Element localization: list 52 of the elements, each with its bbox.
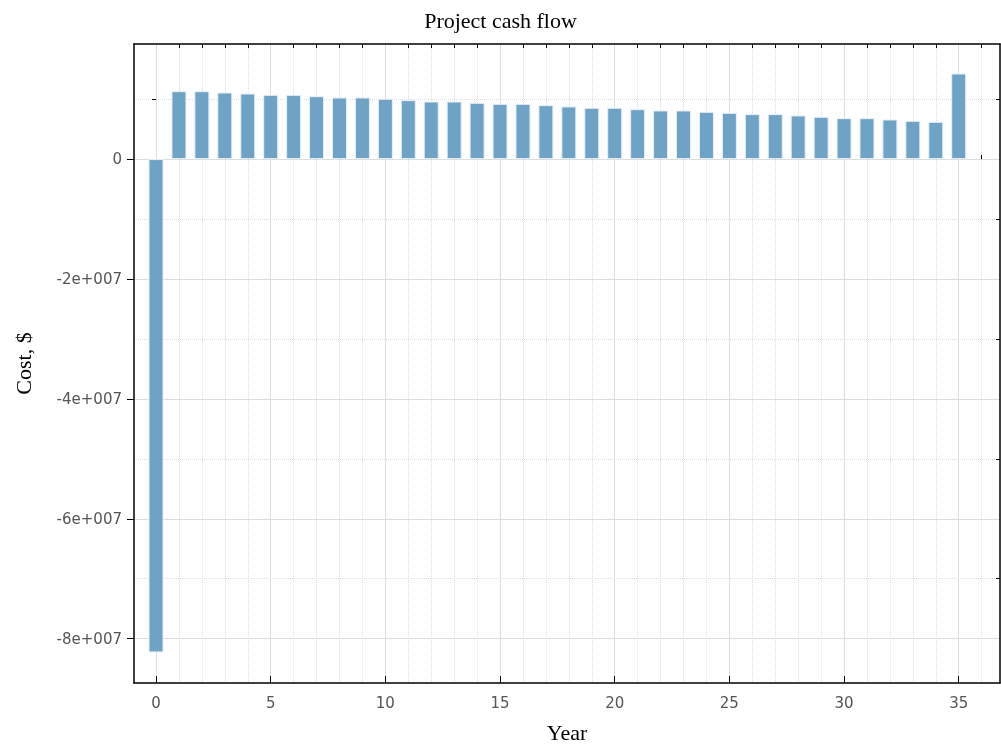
x-tick-label: 25 (719, 693, 739, 712)
bar (240, 93, 256, 160)
bar (446, 101, 462, 160)
bar (194, 91, 210, 160)
x-axis-title: Year (546, 719, 588, 745)
x-tick-label: 10 (375, 693, 395, 712)
bar (263, 94, 279, 160)
bar (882, 119, 898, 160)
bar (286, 94, 302, 160)
bar (423, 101, 439, 160)
y-tick-label: 0 (112, 150, 122, 169)
y-axis-title: Cost, $ (10, 332, 36, 395)
bar (400, 100, 416, 160)
y-tick-label: -2e+007 (56, 269, 122, 288)
bar (492, 103, 508, 160)
bar (538, 105, 554, 160)
bar (217, 92, 233, 160)
bar (377, 98, 393, 160)
bar (698, 111, 714, 160)
bar (951, 73, 967, 160)
x-tick-label: 20 (605, 693, 625, 712)
bar (354, 97, 370, 160)
bar (561, 106, 577, 160)
bar (905, 120, 921, 160)
bar (744, 114, 760, 160)
x-tick-label: 15 (490, 693, 510, 712)
y-tick-label: -4e+007 (56, 389, 122, 408)
x-tick-label: 35 (949, 693, 969, 712)
y-tick-label: -6e+007 (56, 509, 122, 528)
bar (928, 121, 944, 160)
bar (767, 114, 783, 160)
chart-title: Project cash flow (424, 7, 577, 33)
bar (653, 110, 669, 160)
bar (148, 159, 164, 653)
bar (790, 115, 806, 160)
bar (607, 107, 623, 160)
bar (469, 102, 485, 160)
bar (630, 109, 646, 160)
bar (676, 110, 692, 160)
x-tick-label: 5 (265, 693, 276, 712)
bar (309, 96, 325, 160)
bar (331, 97, 347, 160)
bar (859, 118, 875, 160)
bar (515, 103, 531, 160)
bar (721, 112, 737, 160)
y-tick-label: -8e+007 (56, 629, 122, 648)
bar (813, 116, 829, 160)
bar (171, 91, 187, 160)
bar (584, 107, 600, 160)
bar (836, 118, 852, 160)
x-tick-label: 0 (151, 693, 161, 712)
x-tick-label: 30 (834, 693, 854, 712)
